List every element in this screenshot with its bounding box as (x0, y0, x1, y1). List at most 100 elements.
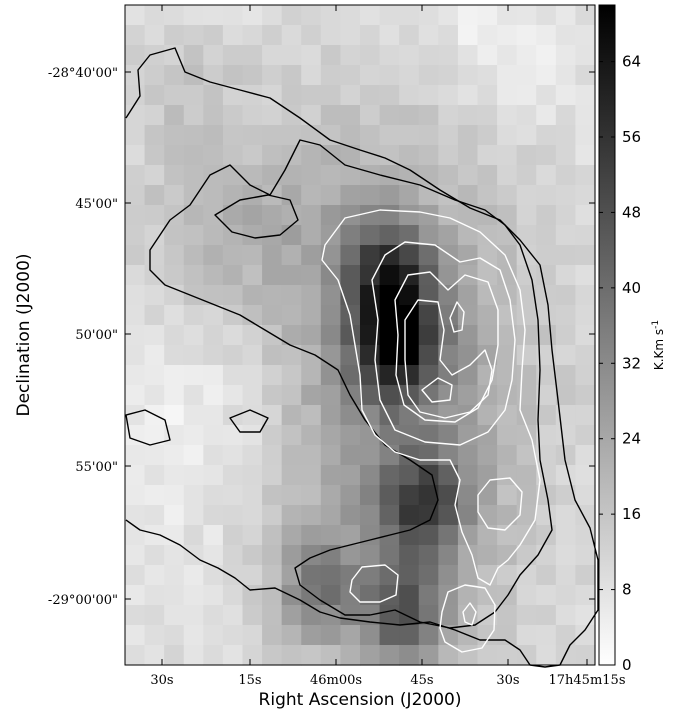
white-contour-7 (477, 477, 523, 531)
black-contour-outer (125, 47, 599, 668)
heatmap-cell (242, 465, 263, 486)
heatmap-cell (399, 85, 420, 106)
heatmap-cell (125, 185, 146, 206)
heatmap-cell (125, 145, 146, 166)
heatmap-cell (183, 525, 204, 546)
heatmap-cell (340, 625, 361, 646)
heatmap-cell (418, 545, 439, 566)
x-tick-label: 45s (410, 673, 433, 688)
heatmap-cell (438, 325, 459, 346)
heatmap-cell (379, 165, 400, 186)
heatmap-cell (164, 405, 185, 426)
heatmap-cell (575, 185, 596, 206)
heatmap-cell (360, 585, 381, 606)
heatmap-cell (340, 405, 361, 426)
heatmap-cell (555, 185, 577, 206)
heatmap-cell (438, 505, 459, 526)
heatmap-cell (477, 85, 498, 106)
heatmap-cell (536, 625, 557, 646)
heatmap-cell (536, 405, 557, 426)
heatmap-cell (575, 5, 596, 26)
heatmap-cell (340, 45, 361, 66)
heatmap-cell (399, 5, 420, 26)
heatmap-cell (438, 5, 459, 26)
heatmap-cell (262, 385, 283, 406)
heatmap-cell (457, 445, 479, 466)
heatmap-cell (536, 505, 557, 526)
heatmap-cell (536, 45, 557, 66)
heatmap-cell (536, 205, 557, 226)
white-contour-4 (404, 299, 493, 419)
heatmap-cell (222, 205, 244, 226)
heatmap-cell (536, 225, 557, 246)
heatmap-cell (536, 305, 557, 326)
heatmap-cell (516, 545, 537, 566)
heatmap-cell (555, 65, 577, 86)
heatmap-cell (125, 485, 146, 506)
heatmap-cell (262, 605, 283, 626)
heatmap-cell (144, 605, 165, 626)
heatmap-cell (555, 625, 577, 646)
heatmap-cell (438, 465, 459, 486)
heatmap-cell (340, 25, 361, 46)
heatmap-cell (164, 365, 185, 386)
heatmap-cell (379, 645, 400, 666)
heatmap-cell (320, 165, 342, 186)
heatmap-cell (340, 185, 361, 206)
heatmap-cell (497, 205, 518, 226)
heatmap-cell (281, 305, 302, 326)
heatmap-cell (164, 85, 185, 106)
heatmap-cell (183, 465, 204, 486)
heatmap-cell (281, 125, 302, 146)
heatmap-cell (164, 645, 185, 666)
heatmap-cell (379, 85, 400, 106)
heatmap-cell (497, 305, 518, 326)
heatmap-cell (144, 245, 165, 266)
heatmap-cell (203, 405, 224, 426)
heatmap-cell (320, 405, 342, 426)
heatmap-cell (203, 125, 224, 146)
heatmap-cell (360, 325, 381, 346)
heatmap-cell (144, 345, 165, 366)
heatmap-cell (164, 205, 185, 226)
heatmap-cell (125, 245, 146, 266)
heatmap-cell (262, 645, 283, 666)
heatmap-cell (418, 165, 439, 186)
heatmap-cell (418, 365, 439, 386)
heatmap-cell (144, 645, 165, 666)
heatmap-cell (399, 565, 420, 586)
heatmap-cell (399, 605, 420, 626)
heatmap-cell (222, 25, 244, 46)
heatmap-cell (497, 645, 518, 666)
heatmap-cell (516, 485, 537, 506)
heatmap-cell (164, 565, 185, 586)
heatmap-cell (125, 5, 146, 26)
heatmap-cell (301, 225, 322, 246)
heatmap-cell (222, 425, 244, 446)
heatmap-cell (203, 85, 224, 106)
heatmap-cell (360, 185, 381, 206)
heatmap-cell (497, 45, 518, 66)
heatmap-cell (301, 265, 322, 286)
y-axis-title: Declination (J2000) (14, 253, 34, 416)
heatmap-cell (340, 585, 361, 606)
heatmap-cell (164, 245, 185, 266)
heatmap-cell (418, 245, 439, 266)
heatmap-cell (242, 545, 263, 566)
heatmap-cell (438, 85, 459, 106)
heatmap-cell (575, 105, 596, 126)
heatmap-cell (438, 485, 459, 506)
heatmap-cell (222, 485, 244, 506)
heatmap-cell (203, 165, 224, 186)
heatmap-cell (536, 165, 557, 186)
heatmap-cell (203, 345, 224, 366)
heatmap-cell (144, 145, 165, 166)
heatmap-cell (203, 625, 224, 646)
heatmap-cell (242, 185, 263, 206)
heatmap-cell (555, 45, 577, 66)
x-tick-labels: 30s 15s 46m00s 45s 30s 17h45m15s (150, 673, 625, 688)
heatmap-cell (497, 5, 518, 26)
heatmap-cell (360, 365, 381, 386)
heatmap-cell (418, 565, 439, 586)
heatmap-cell (379, 65, 400, 86)
